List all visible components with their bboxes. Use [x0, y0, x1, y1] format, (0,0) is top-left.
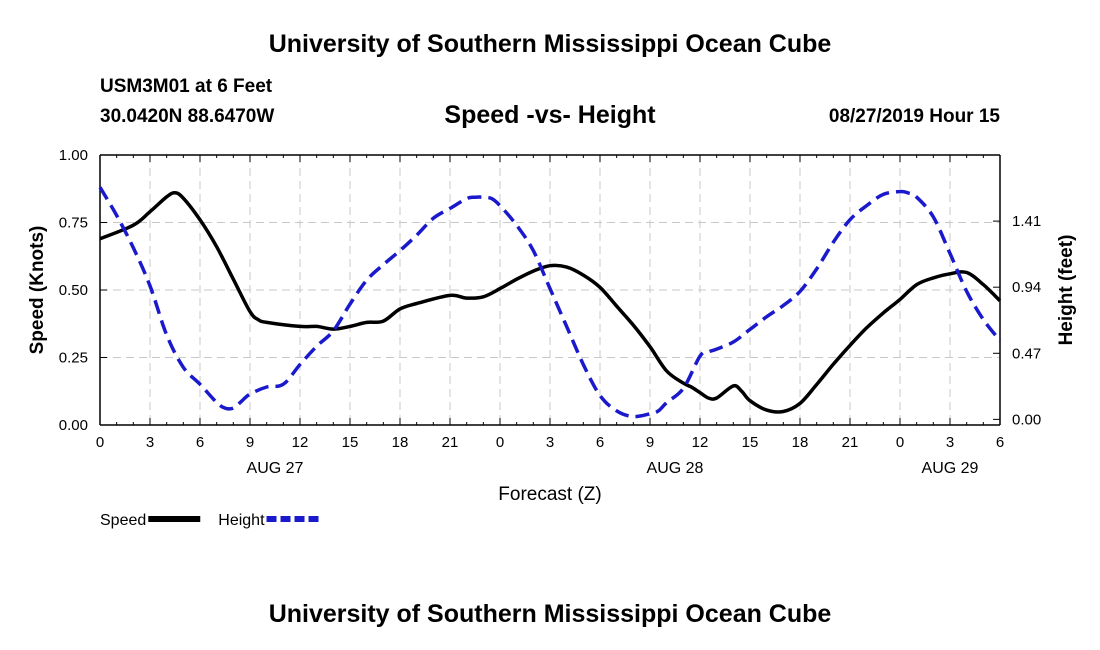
y-tick-label: 0.75 [59, 215, 88, 232]
x-tick-label: 6 [596, 434, 604, 451]
y2-tick-label: 1.41 [1012, 213, 1041, 230]
y-tick-label: 0.25 [59, 350, 88, 367]
x-tick-label: 18 [792, 434, 809, 451]
chart-title: Speed -vs- Height [444, 101, 656, 129]
x-tick-label: 21 [442, 434, 459, 451]
y2-tick-label: 0.47 [1012, 345, 1041, 362]
x-tick-label: 12 [692, 434, 709, 451]
x-tick-label: 21 [842, 434, 859, 451]
y-tick-label: 0.50 [59, 282, 88, 299]
x-tick-label: 3 [146, 434, 154, 451]
y2-tick-label: 0.94 [1012, 279, 1041, 296]
x-tick-label: 3 [546, 434, 554, 451]
y-tick-label: 1.00 [59, 147, 88, 164]
x-axis-title: Forecast (Z) [498, 484, 601, 505]
page-title: University of Southern Mississippi Ocean… [268, 30, 832, 58]
x-tick-label: 6 [196, 434, 204, 451]
y2-tick-label: 0.00 [1012, 411, 1041, 428]
axis-labels: 0 3 6 9 12 15 18 21 0 3 6 9 12 15 18 21 0 3 6 0.00 0.25 0.50 0… [27, 147, 1077, 505]
chart-axes [99, 154, 1001, 426]
coordinates-label: 30.0420N 88.6470W [100, 106, 275, 127]
y-axis-title: Speed (Knots) [27, 226, 48, 355]
x-tick-label: 12 [292, 434, 309, 451]
x-tick-label: 3 [946, 434, 954, 451]
x-tick-label: 0 [96, 434, 104, 451]
legend-label-height: Height [218, 512, 265, 529]
x-tick-label: 15 [742, 434, 759, 451]
legend-label-speed: Speed [100, 512, 146, 529]
station-label: USM3M01 at 6 Feet [100, 76, 273, 97]
y-tick-label: 0.00 [59, 417, 88, 434]
date-label: AUG 29 [922, 460, 979, 477]
x-tick-label: 6 [996, 434, 1004, 451]
series-lines [98, 186, 1002, 419]
speed-series-line [99, 191, 1002, 414]
date-label: AUG 28 [647, 460, 704, 477]
footer-title: University of Southern Mississippi Ocean… [268, 600, 832, 628]
date-label: AUG 27 [247, 460, 304, 477]
x-tick-label: 18 [392, 434, 409, 451]
x-tick-label: 15 [342, 434, 359, 451]
x-tick-label: 0 [496, 434, 504, 451]
x-tick-label: 9 [646, 434, 654, 451]
x-tick-label: 0 [896, 434, 904, 451]
height-series-line [98, 186, 1002, 419]
y2-axis-title: Height (feet) [1056, 235, 1077, 346]
forecast-datetime: 08/27/2019 Hour 15 [828, 106, 1000, 127]
legend: Speed Height [100, 512, 319, 529]
x-tick-label: 9 [246, 434, 254, 451]
